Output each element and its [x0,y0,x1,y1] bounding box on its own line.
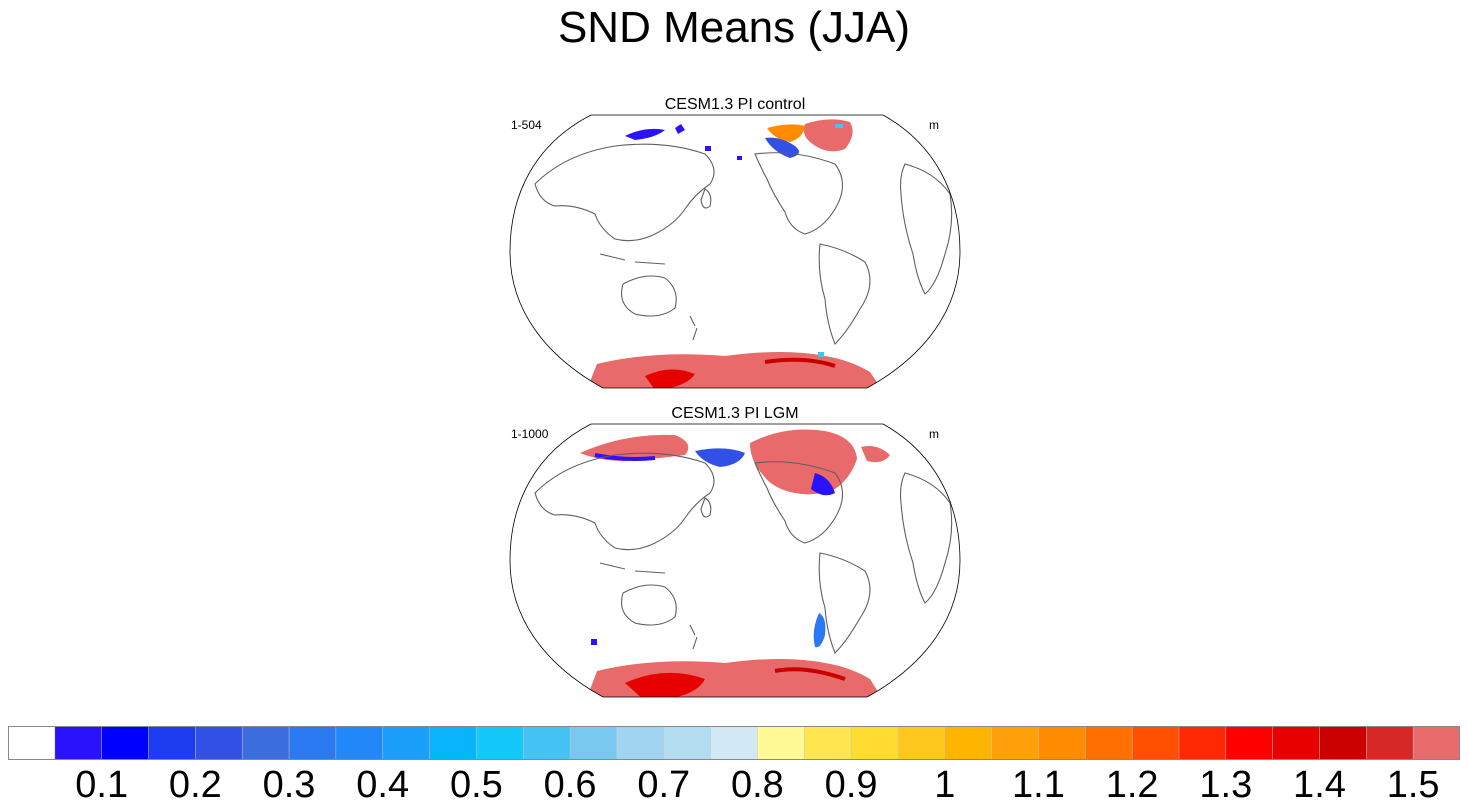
colorbar-tick-label: 0.2 [168,764,222,806]
colorbar-tick-label: 0.3 [262,764,316,806]
colorbar-bin [1412,726,1460,760]
colorbar-tick-label: 0.9 [824,764,878,806]
colorbar-bin [148,726,196,760]
panel-years-label: 1-504 [511,118,542,132]
map-panel-pi-lgm: CESM1.3 PI LGM 1-1000 m [505,403,965,703]
patagonia-snow [813,613,826,648]
colorbar-bin [991,726,1039,760]
colorbar-bin [850,726,899,760]
figure-title: SND Means (JJA) [557,3,911,52]
colorbar-bin [522,726,571,760]
colorbar-labels: 0.1 0.2 0.3 0.4 0.5 0.6 0.7 0.8 0.9 1 1.1 1.2 1.3 1.4… [0,764,1468,807]
colorbar-bin [616,726,665,760]
colorbar-bin [54,726,103,760]
panel-title: CESM1.3 PI LGM [671,405,799,422]
colorbar-bin [757,726,805,760]
panel-unit-label: m [929,118,939,132]
colorbar-tick-label: 0.8 [730,764,784,806]
colorbar-bin [241,726,290,760]
map-panel-pi-control: CESM1.3 PI control 1-504 m [505,94,965,394]
colorbar-bin [1178,726,1227,760]
colorbar-bin [804,726,852,760]
colorbar-bin [897,726,946,760]
panel-title: CESM1.3 PI control [664,96,806,113]
robinson-map [509,423,961,698]
colorbar-tick-label: 0.1 [75,764,129,806]
colorbar-tick-label: 1 [934,764,956,806]
colorbar-outline [8,726,1460,760]
colorbar-tick-label: 1.3 [1199,764,1253,806]
colorbar-bin [710,726,758,760]
colorbar-bin [195,726,243,760]
colorbar-bin [382,726,431,760]
colorbar-bin [288,726,337,760]
colorbar-bin [101,726,150,760]
colorbar-tick-label: 0.6 [543,764,597,806]
north-america-ice-sheet [750,429,857,495]
colorbar-tick-label: 0.4 [356,764,410,806]
colorbar-bin [1225,726,1274,760]
colorbar-tick-label: 1.5 [1386,764,1440,806]
colorbar-tick-label: 0.5 [449,764,503,806]
colorbar-bin [335,726,384,760]
colorbar-bin [476,726,524,760]
panel-unit-label: m [929,427,939,441]
colorbar-bin [1085,726,1133,760]
colorbar-tick-label: 1.1 [1012,764,1065,806]
colorbar-bin [1366,726,1414,760]
colorbar-bin [944,726,993,760]
colorbar-tick-label: 0.7 [637,764,691,806]
colorbar-tick-label: 1.2 [1105,764,1159,806]
colorbar-bin [569,726,618,760]
colorbar-bin [663,726,712,760]
colorbar-bin [1319,726,1367,760]
colorbar [8,726,1460,760]
colorbar-bin [1272,726,1321,760]
colorbar-bin [1131,726,1180,760]
colorbar-bin [1038,726,1086,760]
greenland-snow [803,119,853,152]
robinson-map [509,114,961,389]
panel-years-label: 1-1000 [511,427,549,441]
colorbar-tick-label: 1.4 [1293,764,1346,806]
colorbar-bin [429,726,477,760]
colorbar-bin [8,726,56,760]
